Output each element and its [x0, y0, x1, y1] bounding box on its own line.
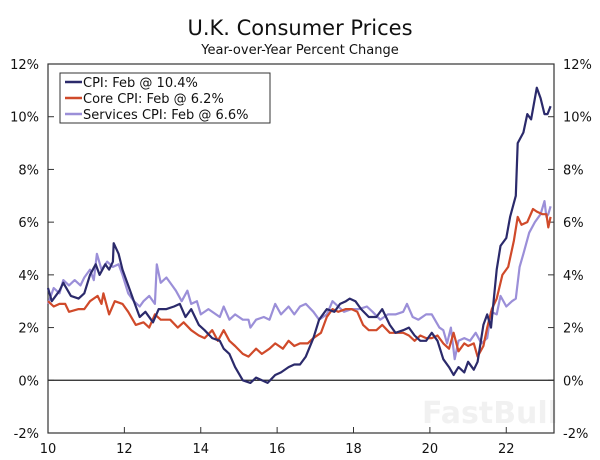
y-tick-label-left: 8%: [18, 163, 39, 178]
chart-subtitle: Year-over-Year Percent Change: [200, 43, 398, 58]
y-tick-label-left: 0%: [18, 374, 39, 389]
y-tick-label-right: 8%: [563, 163, 584, 178]
axes: 12% 12%10% 10%8% 8%6% 6%4% 4%2% 2%0% 0%-2% -2%10…: [10, 58, 592, 457]
series-line-0: [46, 86, 552, 384]
x-tick-label: 12: [116, 442, 133, 457]
legend-label-0: CPI: Feb @ 10.4%: [83, 76, 198, 91]
y-tick-label-right: 4%: [563, 269, 584, 284]
chart-title: U.K. Consumer Prices: [187, 16, 412, 40]
legend-box: [59, 72, 271, 124]
y-tick-label-right: 2%: [563, 322, 584, 337]
x-tick-label: 16: [269, 442, 286, 457]
legend-label-2: Services CPI: Feb @ 6.6%: [83, 108, 249, 123]
legend: CPI: Feb @ 10.4%Core CPI: Feb @ 6.2%Serv…: [59, 72, 271, 124]
y-tick-label-left: 4%: [18, 269, 39, 284]
y-tick-label-right: -2%: [563, 427, 588, 442]
series-line-1: [47, 207, 552, 358]
watermark-logo: FastBull: [422, 396, 558, 431]
y-tick-label-left: 6%: [18, 216, 39, 231]
x-tick-label: 22: [498, 442, 515, 457]
plot-frame: [47, 63, 555, 434]
legend-label-1: Core CPI: Feb @ 6.2%: [83, 92, 224, 107]
x-tick-label: 20: [422, 442, 439, 457]
y-tick-label-left: 12%: [10, 58, 39, 73]
y-tick-label-right: 10%: [563, 111, 592, 126]
y-tick-label-right: 0%: [563, 374, 584, 389]
series-lines: [46, 86, 552, 384]
x-tick-label: 18: [345, 442, 362, 457]
y-tick-label-right: 6%: [563, 216, 584, 231]
y-tick-label-left: 2%: [18, 322, 39, 337]
y-tick-label-left: 10%: [10, 111, 39, 126]
y-tick-label-right: 12%: [563, 58, 592, 73]
x-tick-label: 14: [192, 442, 209, 457]
y-tick-label-left: -2%: [14, 427, 39, 442]
x-tick-label: 10: [40, 442, 57, 457]
series-line-2: [46, 200, 552, 361]
